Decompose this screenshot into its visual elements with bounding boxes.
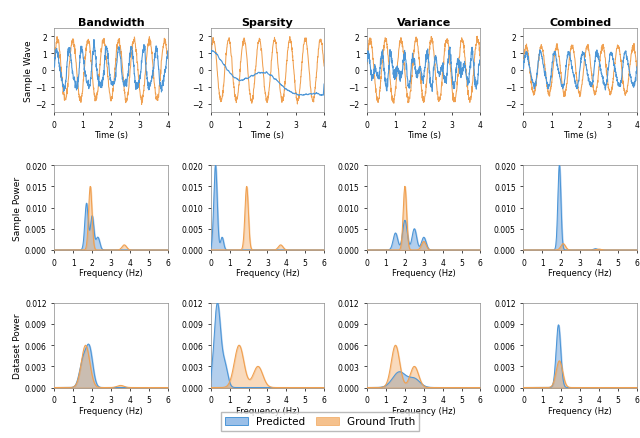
X-axis label: Time (s): Time (s) [563, 131, 597, 140]
Title: Variance: Variance [397, 18, 451, 28]
Y-axis label: Sample Power: Sample Power [13, 176, 22, 240]
X-axis label: Frequency (Hz): Frequency (Hz) [392, 268, 456, 277]
X-axis label: Time (s): Time (s) [94, 131, 128, 140]
X-axis label: Frequency (Hz): Frequency (Hz) [392, 406, 456, 415]
Title: Bandwidth: Bandwidth [77, 18, 145, 28]
X-axis label: Frequency (Hz): Frequency (Hz) [236, 406, 300, 415]
Y-axis label: Dataset Power: Dataset Power [13, 313, 22, 378]
X-axis label: Frequency (Hz): Frequency (Hz) [236, 268, 300, 277]
X-axis label: Frequency (Hz): Frequency (Hz) [79, 406, 143, 415]
Title: Sparsity: Sparsity [241, 18, 293, 28]
X-axis label: Time (s): Time (s) [250, 131, 284, 140]
Title: Combined: Combined [549, 18, 611, 28]
X-axis label: Frequency (Hz): Frequency (Hz) [548, 268, 612, 277]
Y-axis label: Sample Wave: Sample Wave [24, 40, 33, 102]
Legend: Predicted, Ground Truth: Predicted, Ground Truth [221, 412, 419, 431]
X-axis label: Frequency (Hz): Frequency (Hz) [548, 406, 612, 415]
X-axis label: Frequency (Hz): Frequency (Hz) [79, 268, 143, 277]
X-axis label: Time (s): Time (s) [407, 131, 441, 140]
